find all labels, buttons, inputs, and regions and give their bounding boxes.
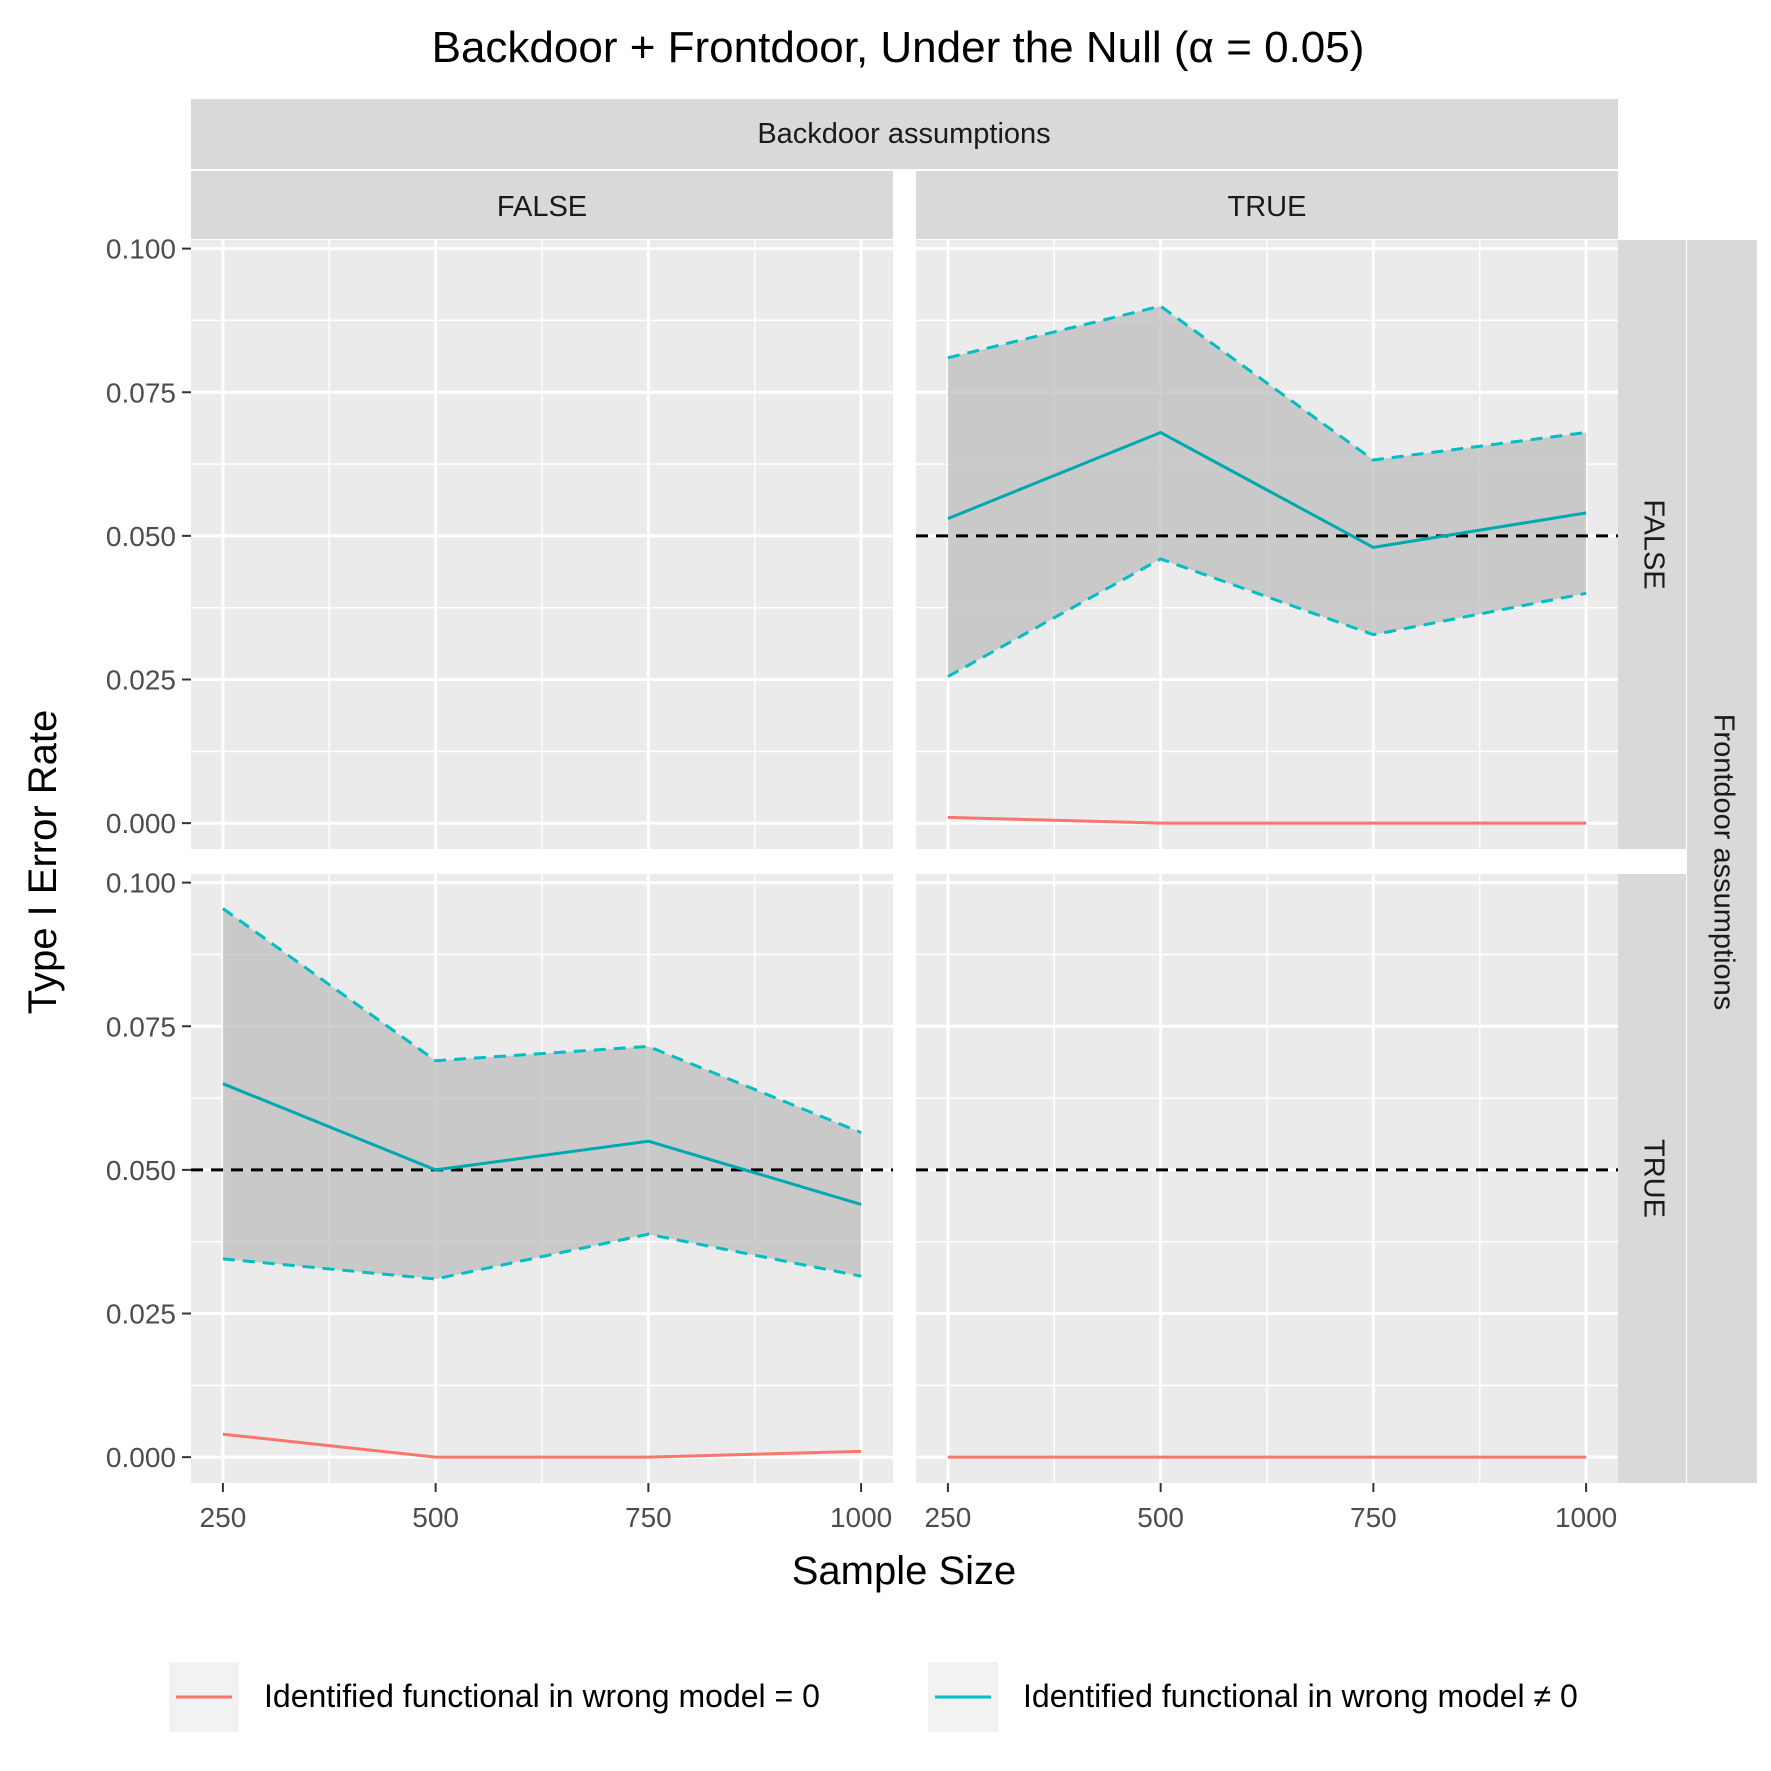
col-strip-0 xyxy=(191,171,893,239)
series-nonzero-upper-line xyxy=(947,304,1587,462)
y-tick-label: 0.000 xyxy=(106,808,176,839)
facet-row-title: Frontdoor assumptions xyxy=(1707,714,1739,1011)
y-tick-label: 0.050 xyxy=(106,521,176,552)
y-tick-label: 0.100 xyxy=(106,868,176,899)
col-strip-1 xyxy=(916,171,1618,239)
y-tick-label: 0.075 xyxy=(106,1011,176,1042)
y-tick-label: 0.100 xyxy=(106,234,176,265)
panel-r0-c1 xyxy=(916,240,1618,849)
chart-title: Backdoor + Frontdoor, Under the Null (α … xyxy=(432,23,1365,72)
x-tick-label: 750 xyxy=(625,1502,672,1533)
y-tick-label: 0.075 xyxy=(106,377,176,408)
row-strip-0 xyxy=(1618,240,1686,849)
y-tick-label: 0.025 xyxy=(106,1299,176,1330)
series-nonzero-upper-line xyxy=(222,907,862,1134)
y-tick-label: 0.000 xyxy=(106,1442,176,1473)
panel-r0-c0 xyxy=(191,240,893,849)
series-nonzero-mean-line xyxy=(222,1082,862,1206)
series-nonzero-mean-line xyxy=(947,430,1587,549)
y-tick-label: 0.025 xyxy=(106,665,176,696)
col-strip-label-0: FALSE xyxy=(497,191,587,223)
confidence-ribbon xyxy=(222,908,862,1279)
x-tick-label: 250 xyxy=(925,1502,972,1533)
x-tick-label: 750 xyxy=(1350,1502,1397,1533)
facet-col-strip xyxy=(191,99,1618,169)
col-strip-label-1: TRUE xyxy=(1228,191,1307,223)
panels xyxy=(191,240,1618,1483)
row-strip-label-1: TRUE xyxy=(1637,1139,1669,1218)
series-zero-line xyxy=(222,1432,862,1459)
facet-strips: FALSE TRUE FALSE TRUE xyxy=(191,171,1686,1483)
panel-r1-c1 xyxy=(916,874,1618,1483)
y-axis-title: Type I Error Rate xyxy=(21,710,65,1015)
series-nonzero-lower-line xyxy=(222,1232,862,1281)
facet-row-strip xyxy=(1687,240,1757,1483)
x-tick-label: 500 xyxy=(1137,1502,1184,1533)
legend-label: Identified functional in wrong model = 0 xyxy=(264,1678,820,1714)
legend-item-zero: Identified functional in wrong model = 0 xyxy=(169,1662,820,1732)
x-tick-label: 1000 xyxy=(1555,1502,1617,1533)
x-tick-label: 500 xyxy=(412,1502,459,1533)
axes: 0.000 0.025 0.050 0.075 0.100 0.000 0.025 0.050… xyxy=(106,234,1617,1533)
x-tick-label: 250 xyxy=(200,1502,247,1533)
x-tick-label: 1000 xyxy=(830,1502,892,1533)
legend-label: Identified functional in wrong model ≠ 0 xyxy=(1023,1678,1578,1714)
series-zero-line xyxy=(947,815,1587,825)
facet-col-title: Backdoor assumptions xyxy=(757,118,1050,150)
legend-item-nonzero: Identified functional in wrong model ≠ 0 xyxy=(928,1662,1578,1732)
row-strip-label-0: FALSE xyxy=(1637,499,1669,589)
x-axis-title: Sample Size xyxy=(792,1549,1017,1593)
panel-r1-c0 xyxy=(191,874,893,1483)
row-strip-1 xyxy=(1618,874,1686,1483)
legend: Identified functional in wrong model = 0… xyxy=(169,1662,1578,1732)
y-tick-label: 0.050 xyxy=(106,1155,176,1186)
series-nonzero-lower-line xyxy=(947,557,1587,678)
